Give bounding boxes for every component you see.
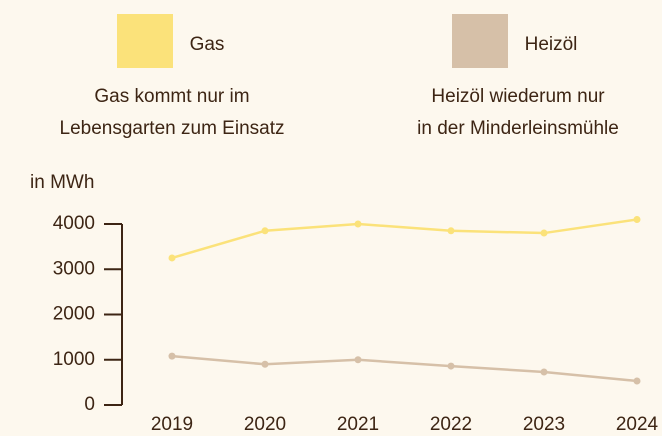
annotation: in der Minderleinsmühle bbox=[417, 118, 619, 139]
point bbox=[447, 227, 455, 235]
annotation: Gas kommt nur im bbox=[94, 86, 249, 107]
annotation: Heizöl wiederum nur bbox=[431, 86, 605, 107]
x-tick-label: 2019 bbox=[151, 414, 193, 435]
point bbox=[633, 377, 641, 385]
y-tick-label: 4000 bbox=[53, 213, 95, 234]
point bbox=[354, 220, 362, 228]
point bbox=[168, 352, 176, 360]
y-axis-label: in MWh bbox=[30, 172, 94, 193]
y-tick-label: 0 bbox=[84, 394, 95, 415]
y-tick-label: 2000 bbox=[53, 304, 95, 325]
point bbox=[633, 215, 641, 223]
point bbox=[447, 362, 455, 370]
y-tick-label: 1000 bbox=[53, 349, 95, 370]
x-tick-label: 2024 bbox=[616, 414, 659, 435]
point bbox=[261, 360, 269, 368]
series-line bbox=[171, 354, 638, 383]
x-tick-label: 2021 bbox=[337, 414, 379, 435]
point bbox=[261, 227, 269, 235]
point bbox=[168, 254, 176, 262]
point bbox=[540, 368, 548, 376]
series-line bbox=[171, 218, 638, 260]
annotation: Lebensgarten zum Einsatz bbox=[60, 118, 285, 139]
x-tick-label: 2022 bbox=[430, 414, 472, 435]
x-tick-label: 2020 bbox=[244, 414, 286, 435]
legend-swatch bbox=[117, 14, 173, 68]
point bbox=[540, 229, 548, 237]
x-tick-label: 2023 bbox=[523, 414, 565, 435]
legend-label: Gas bbox=[190, 34, 225, 55]
y-tick-label: 3000 bbox=[53, 258, 95, 279]
point bbox=[354, 356, 362, 364]
legend-label: Heizöl bbox=[525, 34, 578, 55]
legend-swatch bbox=[452, 14, 508, 68]
